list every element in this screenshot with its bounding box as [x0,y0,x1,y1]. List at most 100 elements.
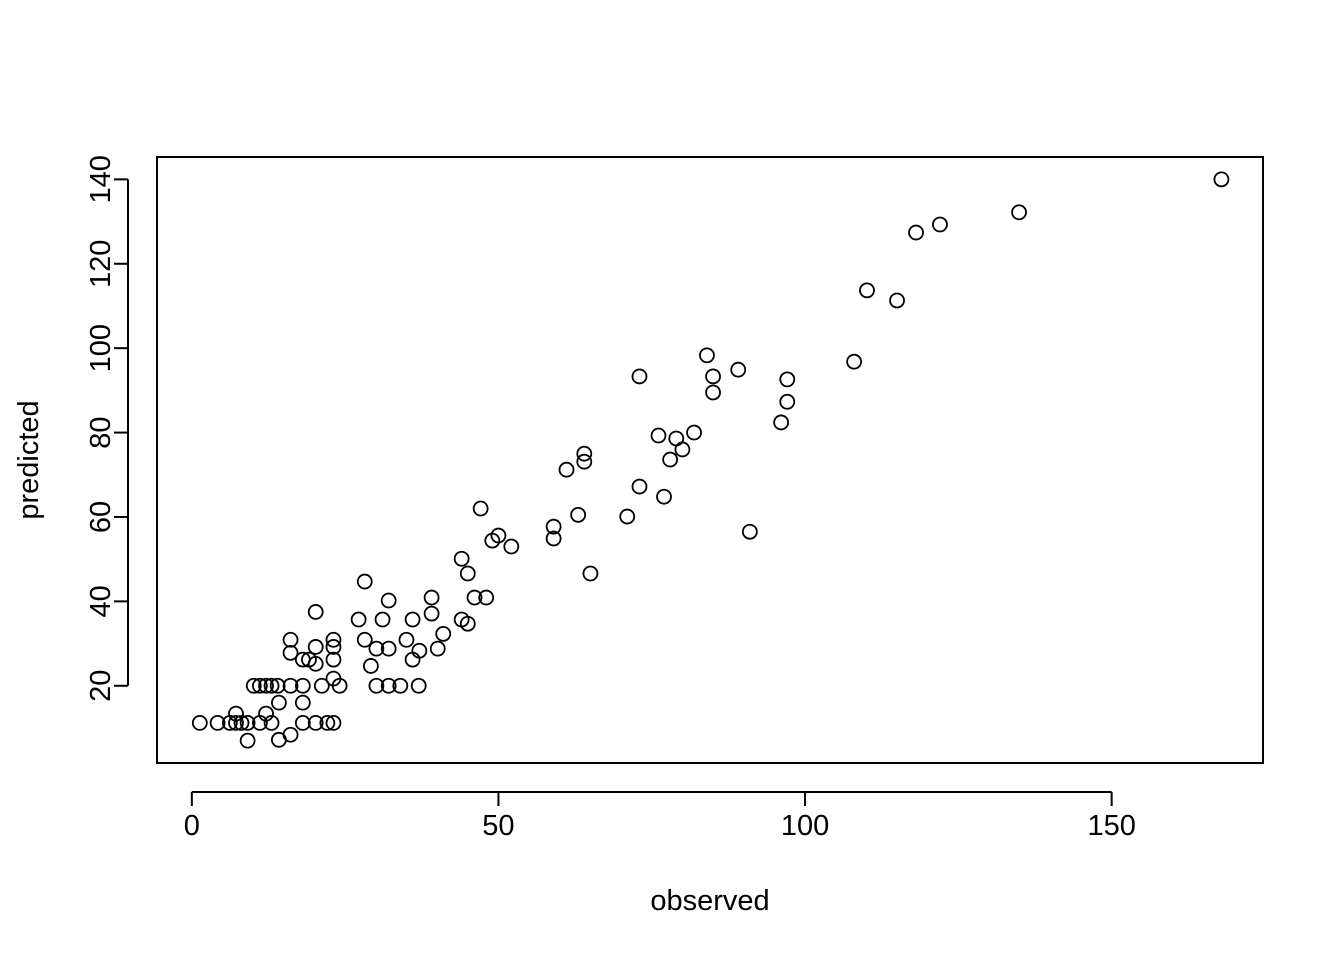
point [282,631,299,648]
point [459,565,476,582]
x-tick-label: 150 [1087,810,1135,842]
point [263,715,280,731]
y-tick-label: 20 [85,670,117,702]
point [545,530,562,547]
point [258,705,274,722]
point [674,441,691,458]
point [245,677,262,694]
y-axis-label: predicted [13,400,45,519]
point [705,368,721,385]
point [453,550,470,567]
point [313,677,330,694]
point [325,715,342,731]
x-tick-label: 50 [482,810,514,842]
point [1213,171,1230,188]
point [582,565,599,582]
point [380,640,397,657]
point [779,371,796,388]
plot-frame [156,156,1264,764]
point [908,224,924,241]
point [356,631,373,648]
x-tick-label: 100 [781,810,829,842]
point [269,677,286,694]
point [282,644,299,661]
point [411,642,428,659]
point [271,694,287,711]
point [228,705,244,722]
point [362,658,379,674]
point [699,347,715,364]
point [319,715,336,731]
point [374,611,391,628]
point [294,715,311,731]
y-tick-label: 80 [85,416,117,448]
point [686,424,702,441]
point [368,677,385,694]
point [356,573,373,590]
point [368,640,385,657]
point [282,726,299,743]
point [398,631,415,648]
point [662,451,679,468]
point [435,625,452,642]
point [239,715,256,731]
point [410,677,427,694]
point [503,538,520,555]
point [705,384,721,401]
point [429,640,446,657]
point [490,527,507,544]
point [263,677,280,694]
point [307,639,324,655]
point [859,282,875,299]
point [570,506,587,523]
point [380,592,397,609]
point [331,677,348,694]
point [423,589,440,606]
point [650,427,667,444]
point [741,523,758,540]
y-tick-label: 100 [85,324,117,372]
point [282,677,299,694]
x-axis-label: observed [650,885,769,917]
point [392,677,409,694]
point [576,445,593,462]
y-tick-label: 140 [85,155,117,203]
x-tick-label: 0 [184,810,200,842]
point [889,292,905,309]
y-tick-label: 120 [85,240,117,288]
point [631,478,648,495]
point [466,589,483,606]
point [472,500,489,517]
point [191,715,208,731]
point [251,677,268,694]
point [932,216,948,233]
point [459,615,476,632]
point [325,639,342,655]
point [558,461,575,478]
point [258,677,274,694]
point [423,605,440,622]
point [307,655,324,672]
point [730,361,747,378]
point [404,611,421,628]
point [846,353,863,370]
point [576,453,593,470]
point [209,715,226,731]
point [631,368,648,385]
point [307,715,324,731]
point [294,694,311,711]
point [325,651,342,668]
point [779,393,796,410]
y-tick-label: 60 [85,501,117,533]
point [294,677,311,694]
point [773,414,790,431]
point [233,715,250,731]
point [325,631,342,648]
point [228,715,244,731]
point [1011,204,1027,221]
point [307,604,324,620]
y-tick-label: 40 [85,585,117,617]
point [545,518,562,535]
